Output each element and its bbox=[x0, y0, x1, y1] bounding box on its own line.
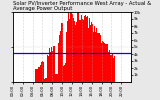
Bar bbox=[42, 61, 43, 82]
Bar bbox=[76, 12, 77, 82]
Bar bbox=[69, 19, 70, 82]
Bar bbox=[105, 44, 106, 82]
Bar bbox=[50, 52, 51, 82]
Bar bbox=[110, 55, 111, 82]
Bar bbox=[90, 27, 91, 82]
Bar bbox=[113, 58, 114, 82]
Bar bbox=[86, 17, 87, 82]
Bar bbox=[60, 31, 61, 82]
Bar bbox=[63, 66, 64, 82]
Bar bbox=[57, 74, 58, 82]
Bar bbox=[74, 21, 75, 82]
Bar bbox=[59, 35, 60, 82]
Bar bbox=[64, 65, 65, 82]
Bar bbox=[97, 34, 98, 82]
Bar bbox=[72, 14, 73, 82]
Bar bbox=[46, 78, 47, 82]
Bar bbox=[47, 55, 48, 82]
Bar bbox=[53, 47, 54, 82]
Bar bbox=[99, 33, 100, 82]
Bar bbox=[38, 67, 39, 82]
Bar bbox=[54, 46, 55, 82]
Bar bbox=[112, 55, 113, 82]
Bar bbox=[107, 44, 108, 82]
Bar bbox=[40, 65, 41, 82]
Bar bbox=[52, 51, 53, 82]
Bar bbox=[66, 32, 67, 82]
Bar bbox=[98, 33, 99, 82]
Bar bbox=[41, 62, 42, 82]
Bar bbox=[77, 12, 78, 82]
Bar bbox=[44, 79, 45, 82]
Bar bbox=[58, 43, 59, 82]
Bar bbox=[87, 16, 88, 82]
Bar bbox=[88, 28, 89, 82]
Bar bbox=[109, 50, 110, 82]
Bar bbox=[71, 12, 72, 82]
Bar bbox=[79, 20, 80, 82]
Bar bbox=[67, 22, 68, 82]
Bar bbox=[78, 12, 79, 82]
Bar bbox=[65, 63, 66, 82]
Bar bbox=[35, 69, 36, 82]
Bar bbox=[103, 42, 104, 82]
Bar bbox=[70, 12, 71, 82]
Bar bbox=[83, 20, 84, 82]
Bar bbox=[85, 15, 86, 82]
Bar bbox=[39, 67, 40, 82]
Bar bbox=[51, 47, 52, 82]
Bar bbox=[91, 22, 92, 82]
Bar bbox=[82, 19, 83, 82]
Bar bbox=[100, 35, 101, 82]
Bar bbox=[94, 26, 95, 82]
Bar bbox=[45, 78, 46, 82]
Bar bbox=[104, 43, 105, 82]
Bar bbox=[48, 56, 49, 82]
Bar bbox=[93, 32, 94, 82]
Bar bbox=[56, 74, 57, 82]
Bar bbox=[95, 32, 96, 82]
Bar bbox=[49, 48, 50, 82]
Bar bbox=[43, 62, 44, 82]
Bar bbox=[89, 18, 90, 82]
Bar bbox=[84, 16, 85, 82]
Text: Solar PV/Inverter Performance West Array - Actual & Average Power Output: Solar PV/Inverter Performance West Array… bbox=[13, 1, 151, 11]
Bar bbox=[37, 69, 38, 82]
Bar bbox=[81, 15, 82, 82]
Bar bbox=[96, 28, 97, 82]
Bar bbox=[102, 41, 103, 82]
Bar bbox=[114, 56, 115, 82]
Bar bbox=[36, 69, 37, 82]
Bar bbox=[61, 23, 62, 82]
Bar bbox=[73, 18, 74, 82]
Bar bbox=[75, 25, 76, 82]
Bar bbox=[101, 44, 102, 82]
Bar bbox=[68, 12, 69, 82]
Bar bbox=[62, 23, 63, 82]
Bar bbox=[111, 56, 112, 82]
Bar bbox=[108, 52, 109, 82]
Bar bbox=[80, 20, 81, 82]
Bar bbox=[106, 44, 107, 82]
Bar bbox=[92, 24, 93, 82]
Bar bbox=[55, 74, 56, 82]
